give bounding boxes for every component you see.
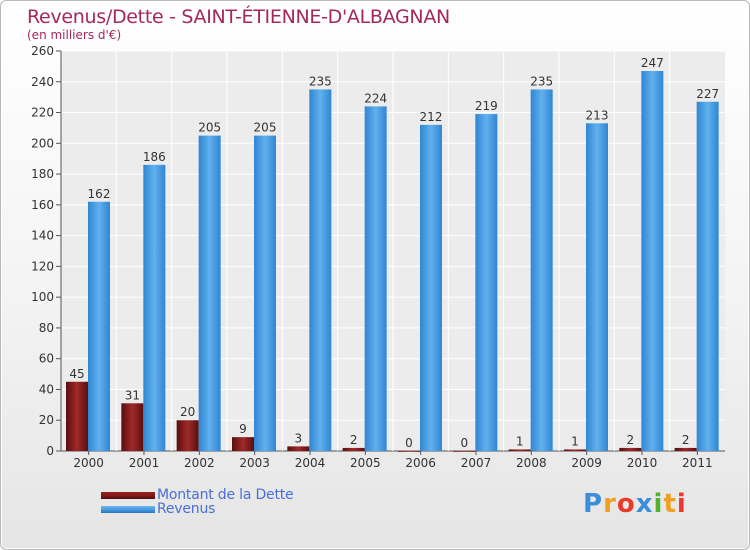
data-label-dette: 9 (239, 422, 247, 436)
y-tick-label: 220 (31, 106, 54, 120)
bar-revenus (696, 101, 719, 452)
bar-revenus (254, 135, 276, 451)
data-label-dette: 2 (350, 433, 358, 447)
bar-dette (619, 447, 642, 451)
bar-dette (564, 449, 586, 451)
y-tick-label: 20 (39, 413, 54, 427)
bar-revenus (364, 106, 387, 451)
x-tick-label: 2003 (239, 456, 270, 470)
bar-dette (287, 446, 310, 451)
data-label-dette: 1 (516, 434, 524, 448)
bar-dette (121, 403, 144, 451)
data-label-revenus: 186 (143, 150, 166, 164)
logo-letter: i (676, 489, 687, 519)
data-label-dette: 1 (571, 434, 579, 448)
data-label-revenus: 162 (88, 187, 111, 201)
data-label-revenus: 205 (254, 121, 277, 135)
bar-revenus (641, 71, 664, 451)
y-tick-label: 80 (39, 321, 54, 335)
bar-dette (232, 437, 254, 451)
x-tick-label: 2002 (184, 456, 215, 470)
chart-subtitle: (en milliers d'€) (27, 28, 122, 42)
data-label-dette: 0 (405, 436, 413, 450)
bar-dette (508, 449, 531, 451)
data-label-dette: 20 (180, 405, 195, 419)
legend-label-revenus: Revenus (157, 501, 216, 517)
proxiti-logo: Proxiti (583, 489, 687, 519)
bar-revenus (309, 89, 332, 451)
x-tick-label: 2000 (73, 456, 104, 470)
data-label-dette: 31 (125, 388, 140, 402)
data-label-revenus: 235 (530, 74, 553, 88)
data-label-revenus: 213 (586, 108, 609, 122)
x-tick-label: 2011 (682, 456, 713, 470)
bar-dette (66, 381, 88, 451)
data-label-dette: 2 (682, 433, 690, 447)
data-label-dette: 45 (69, 367, 84, 381)
bar-revenus (420, 124, 442, 451)
legend-swatch-revenus (101, 506, 155, 513)
bar-revenus (143, 164, 166, 451)
data-label-revenus: 205 (198, 121, 221, 135)
bar-dette (453, 451, 476, 452)
bar-revenus (530, 89, 553, 451)
bar-dette (674, 447, 697, 451)
data-label-revenus: 219 (475, 99, 498, 113)
data-label-revenus: 212 (420, 110, 443, 124)
y-tick-label: 140 (31, 229, 54, 243)
legend-label-dette: Montant de la Dette (157, 487, 294, 503)
logo-letter: t (663, 489, 677, 519)
chart-title: Revenus/Dette - SAINT-ÉTIENNE-D'ALBAGNAN (27, 6, 450, 28)
x-tick-label: 2010 (627, 456, 658, 470)
data-label-dette: 0 (461, 436, 469, 450)
y-tick-label: 120 (31, 259, 54, 273)
y-tick-label: 0 (46, 444, 54, 458)
data-label-revenus: 235 (309, 74, 332, 88)
x-tick-label: 2006 (405, 456, 436, 470)
bar-revenus (475, 114, 498, 452)
y-tick-label: 40 (39, 382, 54, 396)
data-label-revenus: 227 (696, 87, 719, 101)
y-tick-label: 180 (31, 167, 54, 181)
y-tick-label: 240 (31, 75, 54, 89)
x-tick-label: 2009 (571, 456, 602, 470)
logo-letter: o (616, 489, 636, 519)
bar-dette (176, 420, 199, 451)
bar-revenus (198, 135, 221, 451)
logo-letter: P (583, 489, 604, 519)
y-tick-label: 160 (31, 198, 54, 212)
logo-letter: i (653, 489, 664, 519)
data-label-revenus: 224 (364, 91, 387, 105)
data-label-dette: 2 (627, 433, 635, 447)
bar-revenus (586, 123, 608, 452)
y-tick-label: 260 (31, 44, 54, 58)
logo-letter: x (635, 489, 654, 519)
x-tick-label: 2008 (516, 456, 547, 470)
y-tick-label: 100 (31, 290, 54, 304)
x-tick-label: 2007 (461, 456, 492, 470)
legend-swatch-dette (101, 492, 155, 499)
x-tick-label: 2005 (350, 456, 381, 470)
x-tick-label: 2004 (295, 456, 326, 470)
bar-dette (398, 451, 420, 452)
y-tick-label: 60 (39, 352, 54, 366)
data-label-revenus: 247 (641, 56, 664, 70)
bar-dette (342, 447, 365, 451)
x-tick-label: 2001 (129, 456, 160, 470)
data-label-dette: 3 (295, 431, 303, 445)
bar-revenus (88, 201, 110, 451)
y-tick-label: 200 (31, 136, 54, 150)
logo-letter: r (603, 489, 617, 519)
